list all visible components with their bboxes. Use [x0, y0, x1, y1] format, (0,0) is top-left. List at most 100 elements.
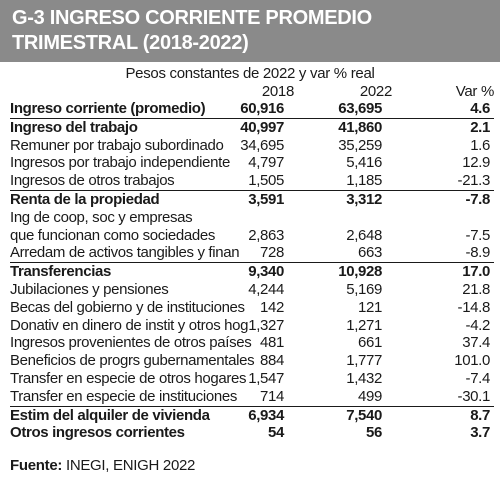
value-2022: 5,416	[346, 154, 382, 172]
row-label: Beneficios de progrs gubernamentales	[10, 352, 255, 370]
table-row: Otros ingresos corrientes 54 56 3.7	[10, 424, 494, 442]
chart-title: G-3 INGRESO CORRIENTE PROMEDIO TRIMESTRA…	[12, 6, 372, 56]
value-var: 8.7	[470, 406, 490, 424]
value-2022: 5,169	[346, 280, 382, 298]
row-label: Ingresos por trabajo independiente	[10, 154, 230, 172]
value-var: 17.0	[462, 263, 490, 281]
value-2018: 4,244	[248, 280, 284, 298]
table-row: que funcionan como sociedades 2,863 2,648 -…	[10, 227, 494, 245]
value-var: 21.8	[462, 280, 490, 298]
value-2018: 6,934	[248, 406, 284, 424]
row-label: Ing de coop, soc y empresas	[10, 208, 193, 226]
table-row: Ingreso corriente (promedio) 60,916 63,695…	[10, 100, 494, 118]
table-row: Beneficios de progrs gubernamentales 884 1…	[10, 352, 494, 370]
value-2022: 63,695	[338, 100, 382, 117]
table-row: Ingreso del trabajo 40,997 41,860 2.1	[10, 117, 494, 137]
source-text: INEGI, ENIGH 2022	[65, 457, 196, 474]
title-line-2: TRIMESTRAL (2018-2022)	[12, 32, 249, 54]
value-var: 2.1	[470, 118, 490, 136]
row-label: Ingreso corriente (promedio)	[10, 100, 206, 117]
value-2022: 661	[358, 334, 382, 352]
value-var: 3.7	[470, 424, 490, 442]
table-row: Ingresos por trabajo independiente 4,797 5…	[10, 154, 494, 172]
row-label: Ingresos de otros trabajos	[10, 172, 175, 190]
value-2018: 60,916	[240, 100, 284, 117]
table-row: Becas del gobierno y de instituciones 142…	[10, 299, 494, 317]
value-2018: 4,797	[248, 154, 284, 172]
table-row: Jubilaciones y pensiones 4,244 5,169 21.8	[10, 281, 494, 299]
row-label: Donativ en dinero de instit y otros hog	[10, 316, 249, 334]
value-2022: 41,860	[338, 118, 382, 136]
value-2022: 10,928	[338, 263, 382, 281]
column-header-2022: 2022	[359, 83, 392, 100]
value-2022: 1,432	[346, 369, 382, 387]
value-var: 12.9	[462, 154, 490, 172]
title-line-1: G-3 INGRESO CORRIENTE PROMEDIO	[12, 7, 372, 29]
value-2018: 34,695	[240, 136, 284, 154]
income-table: Ingreso corriente (promedio) 60,916 63,695…	[10, 100, 494, 442]
value-2022: 663	[358, 244, 382, 262]
row-label: Ingresos provenientes de otros países	[10, 334, 252, 352]
value-var: -8.9	[465, 244, 491, 262]
value-2018: 728	[260, 244, 284, 262]
source-label: Fuente:	[10, 457, 63, 474]
value-2018: 142	[260, 298, 284, 316]
value-2022: 56	[366, 424, 382, 442]
table-row: Donativ en dinero de instit y otros hog 1…	[10, 317, 494, 335]
row-label: Transfer en especie de instituciones	[10, 387, 237, 405]
value-2022: 7,540	[346, 406, 382, 424]
row-label: Arredam de activos tangibles y finan	[10, 244, 240, 262]
value-var: -7.4	[465, 369, 491, 387]
value-2018: 884	[260, 352, 284, 370]
table-row: Renta de la propiedad 3,591 3,312 -7.8	[10, 189, 494, 209]
value-var: 1.6	[470, 136, 490, 154]
table-row: Ing de coop, soc y empresas	[10, 209, 494, 227]
table-row: Estim del alquiler de vivienda 6,934 7,540…	[10, 405, 494, 425]
value-var: -21.3	[457, 172, 491, 190]
units-subtitle: Pesos constantes de 2022 y var % real	[125, 65, 375, 82]
value-2018: 54	[268, 424, 284, 442]
value-2018: 481	[260, 334, 284, 352]
row-label: Otros ingresos corrientes	[10, 424, 185, 442]
table-row: Ingresos provenientes de otros países 481…	[10, 334, 494, 352]
value-2022: 499	[358, 387, 382, 405]
value-var: 37.4	[462, 334, 490, 352]
chart-header: G-3 INGRESO CORRIENTE PROMEDIO TRIMESTRA…	[0, 0, 500, 62]
table-row: Transferencias 9,340 10,928 17.0	[10, 262, 494, 281]
value-2018: 40,997	[240, 118, 284, 136]
value-var: -4.2	[465, 316, 491, 334]
value-2018: 1,327	[248, 316, 284, 334]
row-label: Transferencias	[10, 263, 111, 281]
column-header-2018: 2018	[261, 83, 294, 100]
value-2018: 714	[260, 387, 284, 405]
value-var: 4.6	[470, 100, 490, 117]
value-2022: 35,259	[338, 136, 382, 154]
column-header-var: Var %	[455, 83, 495, 100]
value-var: -7.8	[465, 190, 491, 208]
table-row: Arredam de activos tangibles y finan 728 6…	[10, 244, 494, 262]
value-var: -30.1	[457, 387, 491, 405]
row-label: Jubilaciones y pensiones	[10, 280, 169, 298]
value-2022: 1,777	[346, 352, 382, 370]
value-2022: 121	[358, 298, 382, 316]
value-2022: 1,185	[346, 172, 382, 190]
row-label: Renta de la propiedad	[10, 190, 160, 208]
value-2018: 2,863	[248, 226, 284, 244]
row-label: Remuner por trabajo subordinado	[10, 136, 224, 154]
value-2018: 9,340	[248, 263, 284, 281]
table-row: Transfer en especie de otros hogares 1,54…	[10, 370, 494, 388]
table-row: Remuner por trabajo subordinado 34,695 35,…	[10, 137, 494, 155]
value-2022: 3,312	[346, 190, 382, 208]
value-2018: 1,547	[248, 369, 284, 387]
row-label: Ingreso del trabajo	[10, 118, 138, 136]
value-2022: 1,271	[346, 316, 382, 334]
table-row: Transfer en especie de instituciones 714 4…	[10, 388, 494, 406]
value-var: -14.8	[457, 298, 491, 316]
source-note: Fuente: INEGI, ENIGH 2022	[10, 457, 195, 475]
value-2018: 1,505	[248, 172, 284, 190]
value-2018: 3,591	[248, 190, 284, 208]
value-var: -7.5	[465, 226, 491, 244]
row-label: Becas del gobierno y de instituciones	[10, 298, 245, 316]
row-label: Estim del alquiler de vivienda	[10, 406, 210, 424]
table-row: Ingresos de otros trabajos 1,505 1,185 -21.…	[10, 172, 494, 190]
